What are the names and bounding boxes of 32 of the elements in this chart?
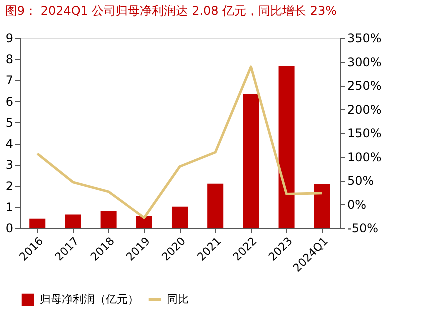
y-tick-label: 7 [6,74,14,88]
y2-tick-label: -50% [348,222,379,236]
y2-tick-label: 50% [348,174,374,188]
y-tick-label: 5 [6,116,14,130]
bar [65,214,82,228]
y-tick-label: 0 [6,222,14,236]
y-tick-label: 3 [6,158,14,172]
y2-tick-label: 200% [348,102,382,117]
y-tick-label: 8 [6,52,14,67]
y2-tick-label: 250% [348,79,382,93]
y-tick-label: 9 [6,32,14,46]
bar [30,218,46,228]
bar [100,211,117,228]
bar [278,66,295,228]
y2-tick-label: 0% [348,198,367,212]
legend-label: 同比 [167,293,189,306]
y-tick-label: 1 [6,200,14,214]
y2-tick-label: 350% [348,32,382,46]
legend-label: 归母净利润（亿元） [40,293,139,306]
bar [243,94,260,228]
y-tick-label: 6 [6,94,14,109]
y2-tick-label: 100% [348,150,382,164]
bar [208,184,224,228]
bar [314,184,330,228]
bar [172,206,188,228]
y-tick-label: 2 [6,179,14,194]
line-series [36,66,324,220]
y-tick-label: 4 [6,137,14,152]
chart-title: 图9： 2024Q1 公司归母净利润达 2.08 亿元，同比增长 23% [5,4,338,18]
bar [136,216,152,228]
y2-tick-label: 150% [348,126,382,140]
y2-tick-label: 300% [348,55,382,70]
